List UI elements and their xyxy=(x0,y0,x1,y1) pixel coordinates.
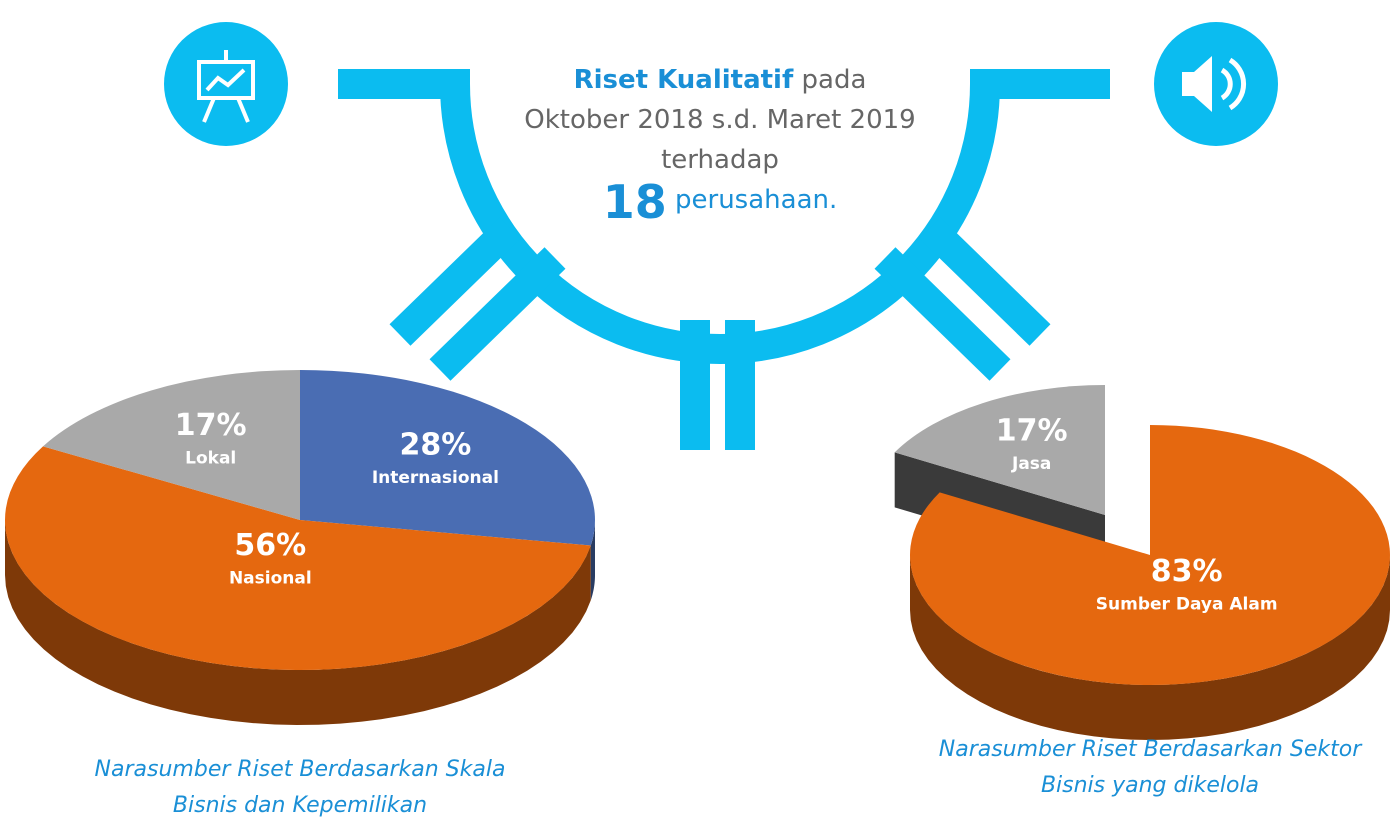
category-label: Jasa xyxy=(1011,454,1051,474)
pie-side xyxy=(910,555,1390,740)
connector xyxy=(874,247,1011,381)
presentation-icon xyxy=(197,50,255,123)
connector xyxy=(919,217,1051,346)
chart-caption: Narasumber Riset Berdasarkan Skala Bisni… xyxy=(94,757,506,818)
pie-slice xyxy=(5,446,591,670)
category-label: Nasional xyxy=(229,568,312,588)
intro-highlight: Riset Kualitatif xyxy=(573,65,794,95)
pie-slice xyxy=(894,385,1105,515)
value-label: 28% xyxy=(399,428,471,463)
category-label: Lokal xyxy=(185,448,236,468)
icon-circle xyxy=(1154,22,1278,146)
intro-body: pada Oktober 2018 s.d. Maret 2019 terhad… xyxy=(524,65,916,175)
decoration xyxy=(338,69,1110,450)
pie-side xyxy=(590,520,595,601)
count-unit: perusahaan. xyxy=(675,185,838,215)
value-label: 17% xyxy=(175,408,247,443)
value-label: 17% xyxy=(996,413,1068,448)
arc-frame xyxy=(338,69,1110,364)
company-count: 18 xyxy=(602,175,667,229)
pie-slice xyxy=(910,425,1390,685)
speaker-icon xyxy=(1182,56,1247,112)
pie-side xyxy=(5,520,591,725)
category-label: Sumber Daya Alam xyxy=(1096,595,1278,615)
intro-text: Riset Kualitatif pada Oktober 2018 s.d. … xyxy=(520,60,920,230)
category-label: Internasional xyxy=(372,468,499,488)
pie-slice xyxy=(43,370,300,520)
connector xyxy=(429,247,566,381)
chart-caption: Narasumber Riset Berdasarkan Sektor Bisn… xyxy=(938,737,1362,798)
connector xyxy=(389,217,521,346)
value-label: 56% xyxy=(234,528,306,563)
value-label: 83% xyxy=(1151,554,1223,589)
pie-slice xyxy=(300,370,595,546)
